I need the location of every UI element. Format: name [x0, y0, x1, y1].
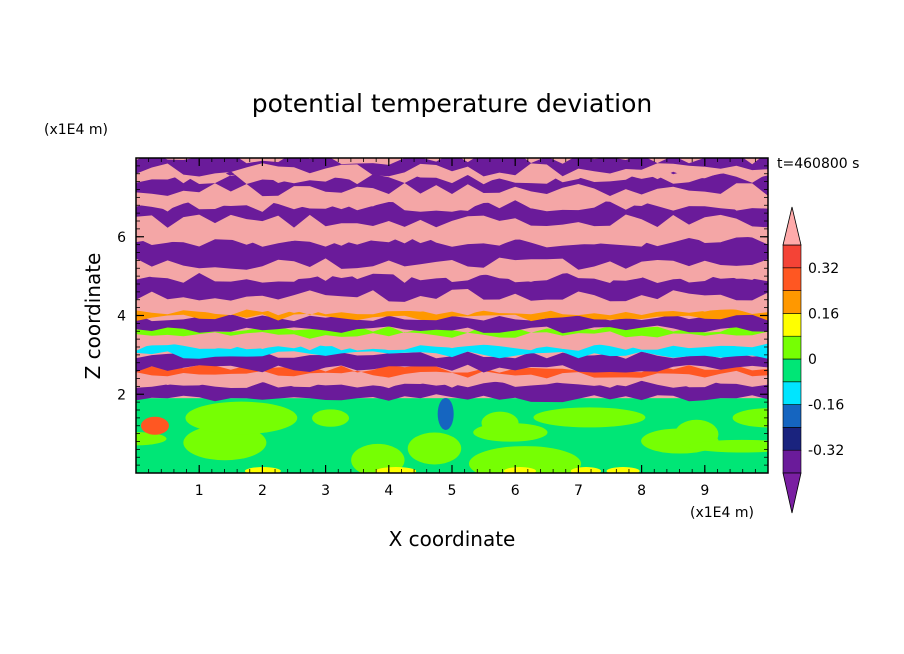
cool-eddy	[437, 397, 454, 430]
minor-ticks	[136, 158, 769, 473]
x-tick-label: 6	[511, 483, 520, 499]
upper-band	[136, 257, 768, 283]
time-label: t=460800 s	[777, 156, 859, 172]
upper-band	[136, 269, 768, 302]
lower-swirl	[732, 408, 768, 428]
colorbar-extend-top	[782, 206, 802, 246]
colorbar-box	[782, 449, 802, 474]
lower-swirl	[136, 432, 167, 446]
colorbar-tick-label: 0.32	[808, 261, 839, 277]
x-axis-unit: (x1E4 m)	[690, 505, 754, 521]
y-axis-unit: (x1E4 m)	[44, 122, 108, 138]
y-axis-label: Z coordinate	[81, 253, 105, 380]
upper-band	[136, 164, 768, 185]
upper-band	[136, 182, 768, 212]
lower-swirl	[688, 439, 768, 453]
x-ticks: 1 2 3 4 5 6 7 8 9	[195, 158, 709, 499]
x-tick-label: 9	[700, 483, 709, 499]
transition-band	[136, 325, 768, 339]
upper-band	[136, 158, 768, 177]
contour-bands	[136, 158, 768, 473]
y-tick-label: 6	[117, 230, 126, 246]
lower-swirl	[351, 443, 405, 473]
x-tick-label: 7	[574, 483, 583, 499]
upper-band	[136, 171, 768, 197]
x-tick-label: 8	[637, 483, 646, 499]
lower-warm-spot	[503, 467, 537, 473]
y-ticks: 2 4 6	[117, 230, 768, 403]
lower-swirl	[312, 409, 350, 427]
lower-warm-spot	[375, 467, 417, 473]
plot-area	[136, 158, 768, 473]
lower-swirl	[468, 446, 582, 473]
transition-band	[136, 331, 768, 351]
transition-band	[136, 351, 768, 373]
colorbar-tick-label: 0	[808, 352, 817, 368]
lower-swirl	[185, 401, 298, 435]
x-tick-label: 5	[448, 483, 457, 499]
upper-band	[136, 234, 768, 270]
colorbar-box	[782, 313, 802, 337]
lower-swirl	[407, 432, 462, 465]
lower-warm-spot	[570, 467, 602, 473]
colorbar-box	[782, 267, 802, 291]
x-tick-label: 3	[321, 483, 330, 499]
colorbar-box	[782, 244, 802, 269]
x-axis-label: X coordinate	[389, 527, 516, 551]
colorbar-tick-label: -0.16	[808, 398, 844, 414]
chart-title: potential temperature deviation	[252, 89, 652, 118]
warm-eddy	[140, 416, 169, 435]
colorbar-tick-label: 0.16	[808, 306, 839, 322]
colorbar: 0.32 0.16 0 -0.16 -0.32	[782, 206, 844, 514]
lower-swirl	[481, 411, 519, 435]
y-tick-label: 2	[117, 387, 126, 403]
x-tick-label: 4	[384, 483, 393, 499]
colorbar-tick-label: -0.32	[808, 443, 844, 459]
colorbar-box	[782, 335, 802, 360]
colorbar-box	[782, 404, 802, 428]
colorbar-box	[782, 381, 802, 405]
y-tick-label: 4	[117, 309, 126, 325]
colorbar-box	[782, 358, 802, 383]
x-tick-label: 1	[195, 483, 204, 499]
colorbar-extend-bottom	[782, 472, 802, 514]
colorbar-box	[782, 290, 802, 314]
lower-swirl	[533, 407, 646, 428]
transition-band	[136, 313, 768, 334]
lower-warm-spot	[606, 467, 640, 473]
colorbar-box	[782, 427, 802, 451]
x-tick-label: 2	[258, 483, 267, 499]
